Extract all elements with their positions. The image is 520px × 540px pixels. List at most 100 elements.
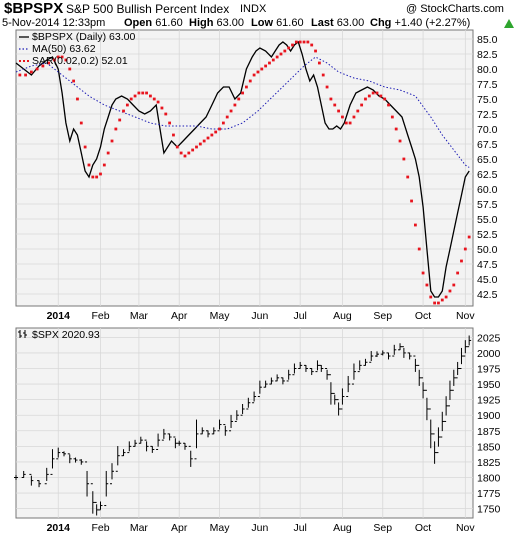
low-value: 61.60 bbox=[276, 17, 304, 29]
legend-swatch-dot bbox=[27, 60, 29, 62]
sar-point bbox=[268, 61, 271, 65]
legend-label: SAR(0.02,0.2) 52.01 bbox=[32, 55, 128, 67]
x-tick-label: Nov bbox=[456, 522, 475, 534]
sar-point bbox=[99, 172, 102, 176]
sar-point bbox=[364, 97, 367, 101]
sar-point bbox=[141, 91, 145, 95]
x-tick-label: Aug bbox=[333, 310, 352, 322]
sar-point bbox=[53, 58, 56, 62]
sar-point bbox=[287, 46, 291, 50]
legend-swatch-dot bbox=[19, 60, 21, 62]
x-tick-label: Apr bbox=[171, 522, 188, 534]
y-tick-label: 1975 bbox=[477, 363, 501, 375]
sar-point bbox=[83, 145, 87, 149]
sar-point bbox=[95, 175, 99, 179]
sar-point bbox=[437, 301, 440, 305]
legend-label: $SPX 2020.93 bbox=[32, 329, 100, 341]
sar-point bbox=[321, 73, 325, 77]
sar-point bbox=[383, 97, 387, 101]
sar-point bbox=[125, 103, 129, 107]
change-group: Chg +1.40 (+2.27%) bbox=[370, 17, 470, 29]
y-tick-label: 50.0 bbox=[477, 244, 498, 256]
y-tick-label: 1775 bbox=[477, 488, 501, 500]
chart-header: $BPSPX S&P 500 Bullish Percent Index IND… bbox=[0, 0, 520, 30]
sar-point bbox=[429, 295, 433, 299]
y-tick-label: 80.0 bbox=[477, 64, 498, 76]
sar-point bbox=[237, 97, 241, 101]
sar-point bbox=[206, 136, 210, 140]
y-tick-label: 77.5 bbox=[477, 79, 498, 91]
sar-point bbox=[448, 289, 452, 293]
y-tick-label: 47.5 bbox=[477, 259, 498, 271]
sar-point bbox=[283, 49, 287, 53]
x-tick-label: Oct bbox=[415, 310, 431, 322]
sar-point bbox=[402, 157, 406, 161]
sar-point bbox=[425, 283, 429, 287]
sar-point bbox=[444, 295, 448, 299]
sar-point bbox=[102, 163, 106, 167]
date-time: 5-Nov-2014 12:33pm bbox=[2, 17, 106, 29]
sar-point bbox=[233, 103, 237, 107]
x-tick-label: Oct bbox=[415, 522, 431, 534]
sar-point bbox=[360, 103, 364, 107]
y-tick-label: 1800 bbox=[477, 473, 501, 485]
y-tick-label: 85.0 bbox=[477, 34, 498, 46]
sar-point bbox=[79, 121, 83, 125]
y-tick-label: 55.0 bbox=[477, 214, 498, 226]
low-label: Low bbox=[251, 17, 273, 29]
sar-point bbox=[191, 148, 195, 152]
sar-point bbox=[47, 61, 51, 65]
sar-point bbox=[56, 55, 60, 59]
sar-point bbox=[152, 97, 156, 101]
sar-point bbox=[294, 40, 298, 44]
sar-point bbox=[106, 151, 110, 155]
y-tick-label: 2025 bbox=[477, 332, 501, 344]
sar-point bbox=[356, 109, 360, 113]
high-group: High 63.00 bbox=[189, 17, 244, 29]
y-tick-label: 75.0 bbox=[477, 94, 498, 106]
x-tick-label: Sep bbox=[373, 522, 392, 534]
sar-point bbox=[413, 223, 417, 227]
sar-point bbox=[452, 283, 456, 287]
legend: $SPX 2020.93 bbox=[18, 329, 100, 341]
sar-point bbox=[329, 97, 333, 101]
sar-point bbox=[406, 175, 410, 179]
sar-point bbox=[460, 259, 463, 263]
y-tick-label: 1825 bbox=[477, 457, 501, 469]
sar-point bbox=[245, 85, 248, 89]
y-tick-label: 1750 bbox=[477, 504, 501, 516]
sar-point bbox=[202, 139, 206, 143]
sar-point bbox=[76, 97, 79, 101]
sar-point bbox=[302, 40, 306, 44]
x-tick-label: Jul bbox=[293, 522, 306, 534]
x-tick-label: Feb bbox=[91, 310, 109, 322]
symbol[interactable]: $BPSPX bbox=[4, 0, 64, 17]
sar-point bbox=[467, 235, 471, 239]
y-tick-label: 65.0 bbox=[477, 154, 498, 166]
last-label: Last bbox=[311, 17, 334, 29]
high-label: High bbox=[189, 17, 214, 29]
sar-point bbox=[64, 58, 68, 62]
sar-point bbox=[379, 94, 383, 98]
sar-point bbox=[122, 109, 125, 113]
y-tick-label: 1900 bbox=[477, 410, 501, 422]
series-bpspx-line bbox=[15, 40, 470, 298]
sar-point bbox=[306, 40, 310, 44]
sar-point bbox=[87, 163, 91, 167]
sar-point bbox=[264, 64, 268, 68]
y-tick-label: 70.0 bbox=[477, 124, 498, 136]
sar-point bbox=[367, 94, 371, 98]
sar-point bbox=[337, 109, 340, 113]
high-value: 63.00 bbox=[216, 17, 245, 29]
sar-point bbox=[72, 79, 76, 83]
y-tick-label: 82.5 bbox=[477, 49, 498, 61]
sar-point bbox=[341, 115, 344, 119]
sar-point bbox=[398, 139, 402, 143]
y-tick-label: 1875 bbox=[477, 426, 501, 438]
y-tick-label: 67.5 bbox=[477, 139, 498, 151]
chart-panel-2: 1750 1775 1800 1825 1850 1875 1900 1925 1950 1975… bbox=[14, 327, 501, 534]
legend-label: MA(50) 63.62 bbox=[32, 43, 96, 55]
x-tick-label: Nov bbox=[456, 310, 475, 322]
sar-point bbox=[195, 145, 198, 149]
